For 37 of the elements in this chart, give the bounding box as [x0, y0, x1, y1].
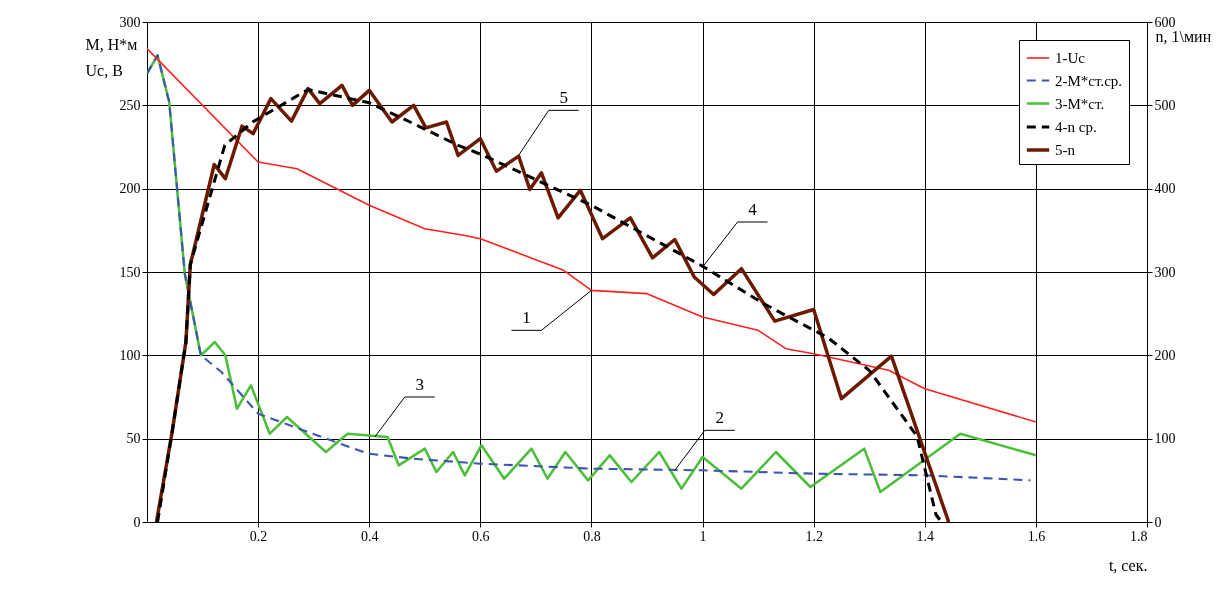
legend-label: 3-M*ст. [1055, 95, 1105, 112]
line-series [147, 47, 1037, 423]
x-tick-label: 1.8 [1130, 528, 1148, 544]
annotation: 4 [748, 200, 758, 219]
legend-label: 4-n ср. [1055, 119, 1097, 135]
x-tick-label: 0.4 [360, 528, 379, 544]
y2-tick-label: 400 [1154, 181, 1176, 197]
y-tick-label: 100 [119, 347, 141, 363]
y-tick-label: 0 [133, 514, 141, 530]
annotation: 3 [415, 375, 425, 394]
x-tick-label: 1.2 [805, 528, 823, 544]
legend-label: 2-M*ст.ср. [1055, 72, 1123, 89]
y-tick-label: 200 [119, 181, 141, 197]
legend-label: 1-Uc [1055, 50, 1086, 66]
x-tick-label: 1 [699, 528, 707, 544]
x-tick-label: 0.6 [472, 528, 490, 544]
y2-tick-label: 300 [1154, 264, 1176, 280]
x-tick-label: 0.8 [583, 528, 601, 544]
x-axis-title: t, сек. [1108, 556, 1148, 574]
y2-tick-label: 100 [1154, 431, 1176, 447]
annotation: 5 [559, 88, 568, 108]
y2-tick-label: 600 [1154, 14, 1176, 30]
y2-tick-label: 500 [1154, 97, 1176, 113]
annotation: 2 [715, 408, 725, 428]
legend-label: 5-n [1055, 142, 1076, 158]
y-axis-title: M, Н*м Uc, В [85, 35, 138, 79]
y2-axis-title: n, 1\мин [1155, 27, 1212, 45]
y-tick-label: 300 [119, 14, 141, 30]
y-tick-label: 50 [126, 431, 141, 447]
y2-tick-label: 0 [1154, 514, 1162, 530]
y2-tick-label: 200 [1154, 347, 1176, 363]
y-tick-label: 150 [119, 264, 141, 280]
x-tick-label: 1.4 [916, 528, 935, 544]
x-tick-label: 0.2 [249, 528, 268, 544]
x-tick-label: 1.6 [1027, 528, 1046, 544]
annotation: 1 [522, 308, 531, 328]
y-tick-label: 250 [119, 97, 141, 113]
